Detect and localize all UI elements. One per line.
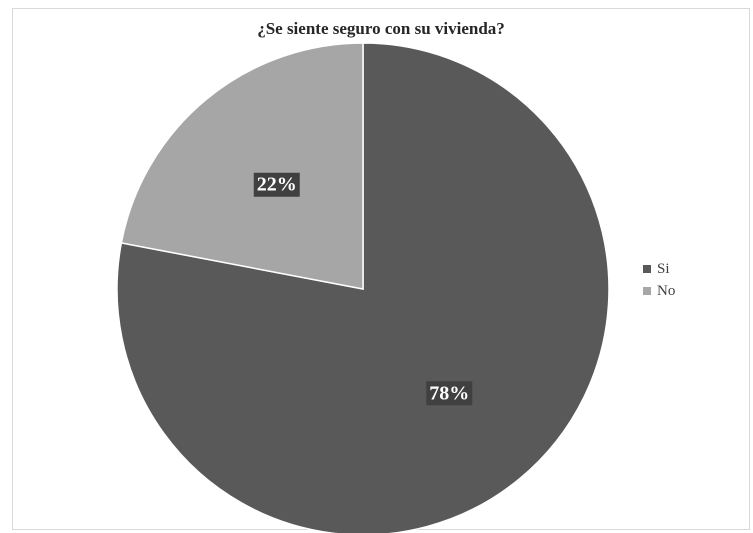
data-label-si: 78% [426, 381, 473, 406]
data-label-no: 22% [253, 172, 300, 197]
legend-item-si: Si [643, 258, 675, 280]
pie-slice-no [120, 42, 364, 290]
legend-swatch-no [643, 287, 651, 295]
legend-label-si: Si [657, 260, 670, 277]
legend-swatch-si [643, 265, 651, 273]
legend-item-no: No [643, 280, 675, 302]
chart-title: ¿Se siente seguro con su vivienda? [257, 19, 505, 38]
data-label-text-no: 22% [257, 174, 297, 196]
data-label-box-no [253, 172, 300, 197]
chart-legend: Si No [643, 258, 675, 302]
legend-label-no: No [657, 282, 676, 299]
data-label-text-si: 78% [429, 382, 469, 404]
data-label-box-si [426, 381, 473, 406]
